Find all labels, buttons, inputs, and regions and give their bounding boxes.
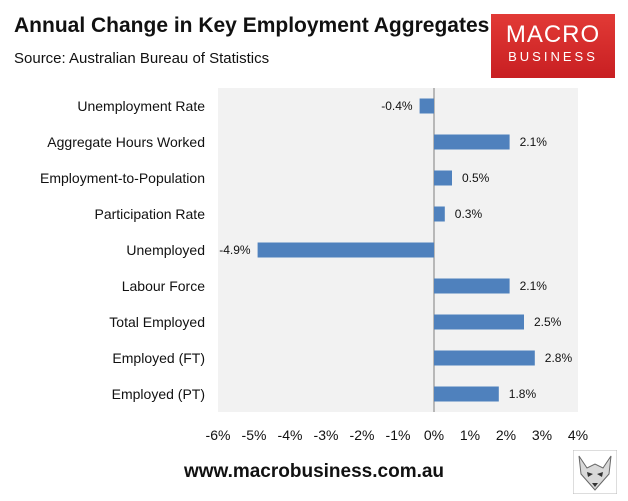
category-label: Total Employed (109, 314, 205, 330)
bar (434, 314, 524, 330)
x-tick-label: 1% (460, 427, 480, 443)
category-label: Unemployment Rate (77, 98, 205, 114)
data-label: 1.8% (509, 387, 537, 401)
x-tick-label: -6% (206, 427, 231, 443)
logo-line-business: BUSINESS (508, 49, 598, 64)
data-label: 2.8% (545, 351, 573, 365)
x-tick-label: -4% (278, 427, 303, 443)
data-label: 0.5% (462, 171, 490, 185)
bar (434, 206, 445, 222)
source-note: Source: Australian Bureau of Statistics (14, 50, 270, 67)
category-label: Aggregate Hours Worked (47, 134, 205, 150)
x-tick-label: 3% (532, 427, 552, 443)
bar-chart: Unemployment Rate -0.4% Aggregate Hours Wo… (40, 88, 588, 443)
data-label: 2.1% (520, 135, 548, 149)
footer-url: www.macrobusiness.com.au (183, 461, 445, 482)
fox-head-icon (573, 450, 617, 494)
category-label: Employment-to-Population (40, 170, 205, 186)
data-label: -0.4% (381, 99, 413, 113)
x-tick-label: -2% (350, 427, 375, 443)
x-tick-label: -5% (242, 427, 267, 443)
macrobusiness-logo: MACRO BUSINESS (491, 14, 615, 78)
data-label: 2.1% (520, 279, 548, 293)
category-label: Unemployed (126, 242, 205, 258)
category-label: Employed (PT) (112, 386, 205, 402)
data-label: -4.9% (219, 243, 251, 257)
category-label: Labour Force (122, 278, 205, 294)
category-label: Employed (FT) (112, 350, 205, 366)
bar (257, 242, 434, 258)
chart-title: Annual Change in Key Employment Aggregat… (14, 14, 490, 37)
bar (419, 98, 434, 114)
x-tick-label: 4% (568, 427, 588, 443)
data-label: 0.3% (455, 207, 483, 221)
bar (434, 170, 452, 186)
bar (434, 134, 510, 150)
bar (434, 350, 535, 366)
x-tick-label: -1% (386, 427, 411, 443)
x-tick-label: 0% (424, 427, 444, 443)
bar (434, 278, 510, 294)
category-label: Participation Rate (94, 206, 205, 222)
x-tick-label: 2% (496, 427, 516, 443)
x-tick-label: -3% (314, 427, 339, 443)
logo-line-macro: MACRO (505, 21, 601, 48)
data-label: 2.5% (534, 315, 562, 329)
bar (434, 386, 499, 402)
